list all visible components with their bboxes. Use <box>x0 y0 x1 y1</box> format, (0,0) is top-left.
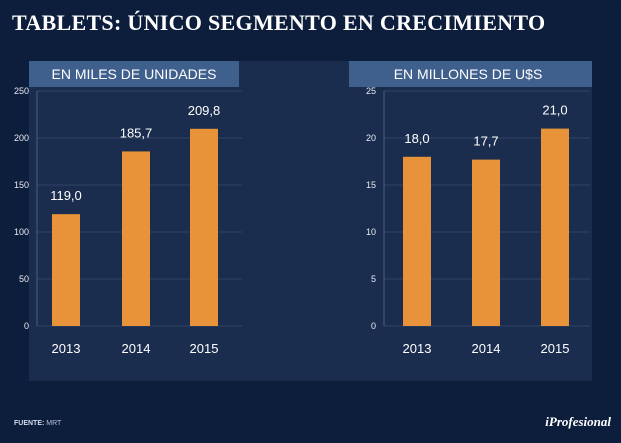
source-note: FUENTE: MRT <box>14 420 61 427</box>
source-label: FUENTE: <box>14 420 45 427</box>
chart-title: EN MILLONES DE U$S <box>394 66 543 82</box>
data-label: 18,0 <box>404 131 429 146</box>
bar <box>52 214 80 326</box>
source-value: MRT <box>46 420 62 427</box>
y-tick-label: 100 <box>14 227 29 237</box>
y-tick-label: 0 <box>24 321 29 331</box>
y-tick-label: 150 <box>14 180 29 190</box>
data-label: 209,8 <box>188 103 221 118</box>
data-label: 17,7 <box>473 134 498 149</box>
bar <box>403 156 431 326</box>
x-tick-label: 2013 <box>52 341 81 356</box>
bar <box>541 128 569 326</box>
y-tick-label: 15 <box>366 180 376 190</box>
x-tick-label: 2015 <box>541 341 570 356</box>
data-label: 119,0 <box>50 188 82 203</box>
x-tick-label: 2014 <box>472 341 501 356</box>
bar <box>122 151 150 326</box>
bar <box>190 128 218 326</box>
y-tick-label: 5 <box>371 274 376 284</box>
y-tick-label: 250 <box>14 86 29 96</box>
y-tick-label: 0 <box>371 321 376 331</box>
chart-title: EN MILES DE UNIDADES <box>52 66 217 82</box>
y-tick-label: 200 <box>14 133 29 143</box>
header-gap <box>239 61 349 87</box>
units-chart: EN MILES DE UNIDADES 0 50 100 150 200 250 119,0… <box>14 66 242 356</box>
data-label: 185,7 <box>120 125 153 140</box>
headline: TABLETS: ÚNICO SEGMENTO EN CRECIMIENTO <box>12 10 546 35</box>
data-label: 21,0 <box>542 103 567 118</box>
brand-logo: iProfesional <box>545 414 611 429</box>
bar <box>472 159 500 326</box>
y-tick-label: 50 <box>19 274 29 284</box>
value-chart: EN MILLONES DE U$S 0 5 10 15 20 25 18,0 2013 17,7… <box>366 66 590 356</box>
y-tick-label: 20 <box>366 133 376 143</box>
y-tick-label: 10 <box>366 227 376 237</box>
x-tick-label: 2014 <box>122 341 151 356</box>
x-tick-label: 2013 <box>403 341 432 356</box>
y-tick-label: 25 <box>366 86 376 96</box>
x-tick-label: 2015 <box>190 341 219 356</box>
